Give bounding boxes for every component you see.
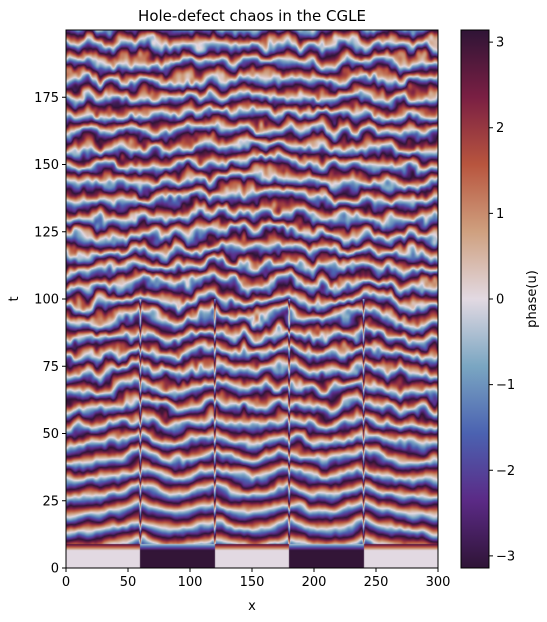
- colorbar-tick-label: 3: [496, 36, 504, 51]
- heatmap-image: [66, 30, 438, 568]
- colorbar-tick-label: 2: [496, 121, 504, 136]
- colorbar-tick-label: −2: [496, 464, 515, 479]
- x-tick-label: 0: [62, 575, 70, 590]
- y-tick-label: 75: [42, 360, 59, 375]
- colorbar-tick-label: 1: [496, 207, 504, 222]
- y-tick-label: 150: [34, 158, 59, 173]
- colorbar-tick-label: 0: [496, 293, 504, 308]
- chart-title: Hole-defect chaos in the CGLE: [138, 7, 366, 25]
- y-tick-label: 175: [34, 91, 59, 106]
- x-tick-label: 50: [120, 575, 137, 590]
- y-tick-label: 100: [34, 293, 59, 308]
- x-axis-label: x: [248, 599, 256, 614]
- colorbar-gradient: [460, 29, 490, 569]
- x-axis: 0 50 100 150 200 250 300: [62, 568, 451, 590]
- colorbar-label: phase(u): [525, 270, 540, 328]
- x-tick-label: 200: [302, 575, 327, 590]
- x-tick-label: 100: [178, 575, 203, 590]
- colorbar-ticks: −3 −2 −1 0 1 2 3: [489, 36, 515, 564]
- y-tick-label: 0: [51, 562, 59, 577]
- y-tick-label: 125: [34, 225, 59, 240]
- y-tick-label: 50: [42, 427, 59, 442]
- x-tick-label: 300: [426, 575, 451, 590]
- x-tick-label: 150: [240, 575, 265, 590]
- y-axis-label: t: [7, 296, 22, 301]
- colorbar: −3 −2 −1 0 1 2 3 phase(u): [460, 29, 540, 569]
- y-axis: 0 25 50 75 100 125 150 175: [34, 91, 66, 577]
- y-tick-label: 25: [42, 494, 59, 509]
- x-tick-label: 250: [364, 575, 389, 590]
- colorbar-tick-label: −3: [496, 549, 515, 564]
- colorbar-tick-label: −1: [496, 378, 515, 393]
- heatmap-area: [65, 29, 439, 569]
